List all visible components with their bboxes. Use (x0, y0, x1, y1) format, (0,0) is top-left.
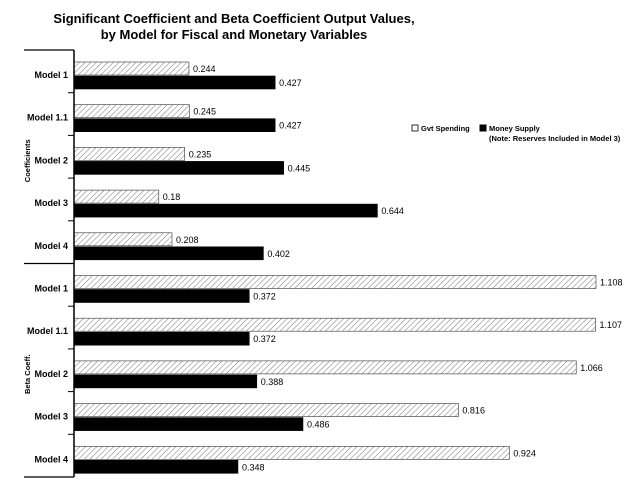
category-label: Model 1 (34, 284, 68, 294)
category-label: Model 3 (34, 412, 68, 422)
category-label: Model 2 (34, 155, 68, 165)
data-label: 1.108 (600, 278, 623, 288)
bar-money-supply (73, 161, 284, 175)
bar-gvt-spending (73, 232, 173, 247)
bar-gvt-spending (73, 61, 190, 76)
legend-label-money-supply: Money Supply (489, 124, 541, 133)
bar-money-supply (73, 118, 276, 132)
category-label: Model 1.1 (27, 326, 68, 336)
bar-gvt-spending (73, 189, 160, 204)
category-label: Model 4 (34, 454, 68, 464)
bar-gvt-spending (73, 403, 459, 417)
data-label: 0.445 (288, 163, 311, 173)
legend-swatch-gvt-spending (411, 124, 419, 132)
bar-money-supply (73, 75, 276, 90)
bar-gvt-spending (73, 360, 577, 375)
data-label: 1.066 (580, 363, 603, 373)
data-label: 0.372 (253, 334, 276, 344)
bar-gvt-spending (73, 275, 597, 289)
data-label: 0.208 (176, 235, 199, 245)
group-label-beta-coeff: Beta Coeff. (23, 354, 32, 394)
legend-note: (Note: Reserves Included in Model 3) (489, 134, 621, 143)
category-label: Model 4 (34, 241, 68, 251)
data-label: 0.644 (381, 206, 404, 216)
data-label: 0.235 (189, 149, 212, 159)
category-label: Model 3 (34, 198, 68, 208)
bar-money-supply (73, 459, 239, 474)
data-label: 0.427 (279, 78, 302, 88)
bar-money-supply (73, 246, 264, 261)
category-label: Model 2 (34, 369, 68, 379)
bar-money-supply (73, 331, 250, 346)
data-label: 0.388 (261, 377, 284, 387)
data-label: 0.924 (513, 448, 536, 458)
data-label: 0.486 (307, 420, 330, 430)
bar-gvt-spending (73, 317, 596, 332)
bar-money-supply (73, 417, 304, 431)
data-label: 0.427 (279, 121, 302, 131)
category-label: Model 1 (34, 70, 68, 80)
data-label: 0.18 (163, 192, 181, 202)
legend-label-gvt-spending: Gvt Spending (421, 124, 470, 133)
legend-swatch-money-supply (479, 124, 487, 132)
data-label: 0.245 (193, 107, 216, 117)
bar-money-supply (73, 203, 378, 218)
bar-gvt-spending (73, 104, 190, 118)
bar-money-supply (73, 374, 258, 389)
data-label: 0.348 (242, 462, 265, 472)
category-label: Model 1.1 (27, 113, 68, 123)
data-label: 0.244 (193, 64, 216, 74)
group-label-coefficients: Coefficients (23, 139, 32, 182)
data-label: 0.372 (253, 292, 276, 302)
chart-subtitle: by Model for Fiscal and Monetary Variabl… (100, 27, 368, 42)
data-label: 1.107 (600, 320, 623, 330)
bar-money-supply (73, 289, 250, 303)
chart-title: Significant Coefficient and Beta Coeffic… (53, 11, 415, 26)
bar-gvt-spending (73, 445, 510, 460)
bar-gvt-spending (73, 147, 186, 161)
data-label: 0.402 (267, 249, 290, 259)
data-label: 0.816 (462, 406, 485, 416)
